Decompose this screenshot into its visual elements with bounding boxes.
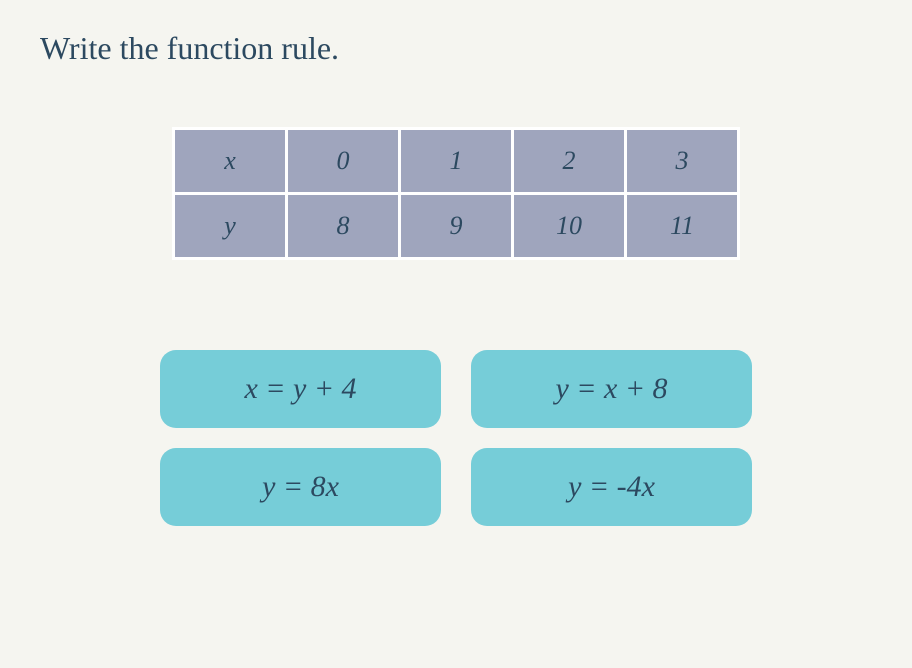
table-row: y 8 9 10 11 [175,195,737,257]
table-cell: 2 [514,130,624,192]
table-cell: 11 [627,195,737,257]
question-title: Write the function rule. [40,30,872,67]
option-text: x = y + 4 [244,372,356,405]
table-cell: 1 [401,130,511,192]
table-cell: 9 [401,195,511,257]
table-cell: 3 [627,130,737,192]
table-cell: 8 [288,195,398,257]
option-text: y = x + 8 [555,372,667,405]
table-header-y: y [175,195,285,257]
option-button-1[interactable]: x = y + 4 [160,350,441,428]
table-header-x: x [175,130,285,192]
option-button-3[interactable]: y = 8x [160,448,441,526]
option-text: y = -4x [568,470,655,503]
table-cell: 0 [288,130,398,192]
option-button-4[interactable]: y = -4x [471,448,752,526]
option-text: y = 8x [262,470,339,503]
table-cell: 10 [514,195,624,257]
table-container: x 0 1 2 3 y 8 9 10 11 [40,127,872,260]
option-button-2[interactable]: y = x + 8 [471,350,752,428]
answer-options: x = y + 4 y = x + 8 y = 8x y = -4x [40,350,872,526]
table-row: x 0 1 2 3 [175,130,737,192]
function-table: x 0 1 2 3 y 8 9 10 11 [172,127,740,260]
